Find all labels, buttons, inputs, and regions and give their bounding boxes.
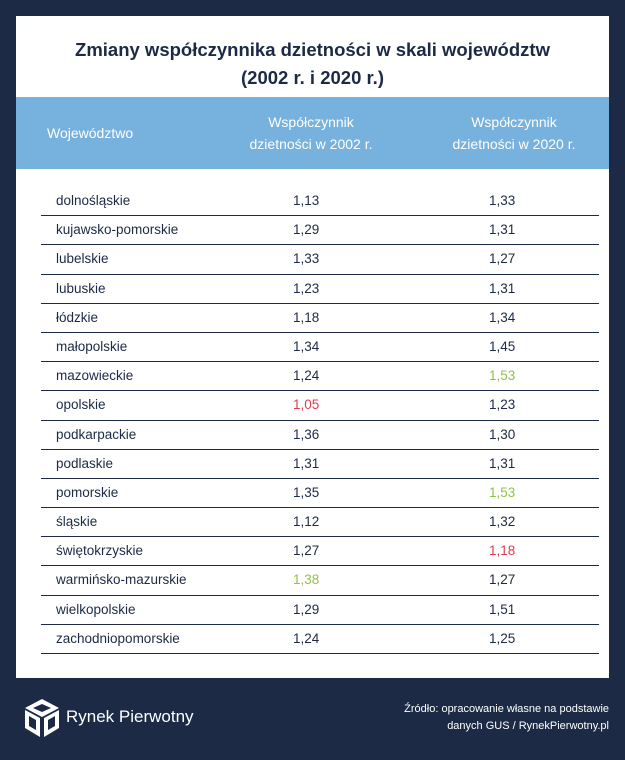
value-2020-cell: 1,53 [489, 368, 516, 384]
table-row: podlaskie 1,31 1,31 [41, 450, 599, 479]
value-2002-cell: 1,38 [293, 572, 320, 588]
table-card: Zmiany współczynnika dzietności w skali … [16, 16, 609, 678]
region-cell: warmińsko-mazurskie [56, 572, 187, 588]
region-cell: łódzkie [56, 309, 99, 325]
table-row: lubelskie 1,33 1,27 [41, 245, 599, 275]
value-2020-cell: 1,18 [489, 543, 516, 559]
value-2002-cell: 1,33 [293, 251, 320, 267]
table-row: wielkopolskie 1,29 1,51 [41, 596, 599, 625]
value-2020-cell: 1,31 [489, 222, 516, 238]
table-row: pomorskie 1,35 1,53 [41, 479, 599, 509]
table-row: warmińsko-mazurskie 1,38 1,27 [41, 566, 599, 596]
value-2020-cell: 1,45 [489, 338, 516, 354]
region-cell: podlaskie [56, 455, 114, 471]
table-row: podkarpackie 1,36 1,30 [41, 421, 599, 450]
region-cell: pomorskie [56, 484, 119, 500]
table-row: świętokrzyskie 1,27 1,18 [41, 537, 599, 567]
value-2020-cell: 1,27 [489, 251, 516, 267]
table-row: łódzkie 1,18 1,34 [41, 304, 599, 333]
value-2020-cell: 1,27 [489, 572, 516, 588]
region-cell: opolskie [56, 397, 106, 413]
table-row: dolnośląskie 1,13 1,33 [41, 187, 599, 217]
table-row: zachodniopomorskie 1,24 1,25 [41, 625, 599, 654]
table-row: śląskie 1,12 1,32 [41, 508, 599, 538]
value-2020-cell: 1,30 [489, 426, 516, 442]
region-cell: śląskie [56, 514, 98, 530]
value-2002-cell: 1,36 [293, 426, 320, 442]
page-title: Zmiany współczynnika dzietności w skali … [16, 36, 609, 92]
region-cell: mazowieckie [56, 368, 134, 384]
table-body: dolnośląskie 1,13 1,33 kujawsko-pomorskie 1,… [41, 187, 599, 654]
value-2002-cell: 1,24 [293, 368, 320, 384]
value-2020-cell: 1,23 [489, 397, 516, 413]
value-2002-cell: 1,13 [293, 193, 320, 208]
region-cell: podkarpackie [56, 426, 137, 442]
value-2020-cell: 1,31 [489, 455, 516, 471]
header-2002: Współczynnik dzietności w 2002 r. [249, 114, 373, 152]
value-2002-cell: 1,35 [293, 484, 320, 500]
region-cell: wielkopolskie [56, 601, 136, 617]
header-region: Województwo [47, 125, 134, 141]
table-row: kujawsko-pomorskie 1,29 1,31 [41, 216, 599, 246]
value-2020-cell: 1,51 [489, 601, 516, 617]
value-2002-cell: 1,34 [293, 338, 320, 354]
value-2002-cell: 1,29 [293, 601, 320, 617]
value-2002-cell: 1,27 [293, 543, 320, 559]
table-row: lubuskie 1,23 1,31 [41, 275, 599, 304]
value-2020-cell: 1,34 [489, 309, 516, 325]
value-2002-cell: 1,24 [293, 630, 320, 646]
value-2020-cell: 1,32 [489, 514, 516, 530]
brand-name: Rynek Pierwotny [66, 707, 194, 726]
title-line-2: (2002 r. i 2020 r.) [241, 67, 384, 88]
title-line-1: Zmiany współczynnika dzietności w skali … [75, 39, 550, 60]
region-cell: małopolskie [56, 338, 128, 354]
region-cell: kujawsko-pomorskie [56, 222, 179, 238]
value-2002-cell: 1,18 [293, 309, 320, 325]
value-2020-cell: 1,31 [489, 280, 516, 296]
value-2020-cell: 1,33 [489, 193, 516, 208]
region-cell: lubelskie [56, 251, 109, 267]
region-cell: dolnośląskie [56, 193, 131, 208]
value-2002-cell: 1,29 [293, 222, 320, 238]
value-2002-cell: 1,31 [293, 455, 320, 471]
region-cell: lubuskie [56, 280, 106, 296]
value-2002-cell: 1,05 [293, 397, 320, 413]
source-note: Źródło: opracowanie własne na podstawie … [404, 703, 609, 732]
table-row: mazowieckie 1,24 1,53 [41, 362, 599, 392]
region-cell: świętokrzyskie [56, 543, 144, 559]
region-cell: zachodniopomorskie [56, 630, 180, 646]
value-2020-cell: 1,53 [489, 484, 516, 500]
table-row: małopolskie 1,34 1,45 [41, 333, 599, 363]
table-row: opolskie 1,05 1,23 [41, 391, 599, 421]
header-2020: Współczynnik dzietności w 2020 r. [452, 114, 576, 152]
value-2002-cell: 1,23 [293, 280, 320, 296]
table-header: Województwo Współczynnik dzietności w 20… [16, 97, 609, 169]
value-2002-cell: 1,12 [293, 514, 320, 530]
rynek-pierwotny-cube-logo-icon [25, 699, 59, 737]
value-2020-cell: 1,25 [489, 630, 516, 646]
